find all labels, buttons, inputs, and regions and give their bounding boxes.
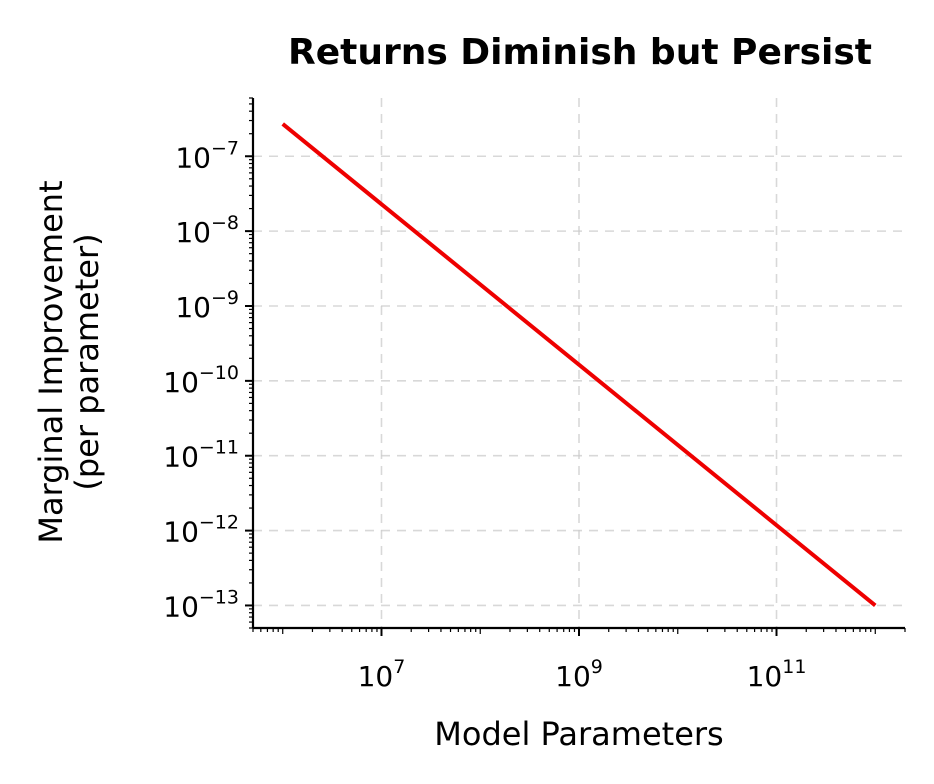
ticks-layer: 107 109 1011 10−7 10−8 10−9 10−10 10−11 10−12 10−… [163, 97, 906, 693]
x-axis-label: Model Parameters [434, 715, 723, 753]
x-tick-label-2: 1011 [747, 656, 807, 693]
chart-title: Returns Diminish but Persist [288, 32, 872, 73]
x-tick-label-0: 107 [358, 656, 406, 693]
y-axis-label-line-2: (per parameter) [68, 233, 106, 490]
y-tick-label-1: 10−8 [175, 212, 239, 249]
series-layer [281, 122, 877, 608]
y-tick-label-6: 10−13 [163, 586, 239, 623]
y-tick-label-0: 10−7 [175, 137, 239, 174]
y-tick-label-4: 10−11 [163, 437, 239, 474]
y-tick-label-3: 10−10 [163, 362, 239, 399]
y-axis-label: Marginal Improvement (per parameter) [32, 180, 106, 543]
y-axis-label-line-1: Marginal Improvement [32, 180, 70, 543]
y-tick-label-2: 10−9 [175, 287, 239, 324]
series-line-0 [281, 122, 877, 608]
y-tick-label-5: 10−12 [163, 512, 239, 549]
x-tick-label-1: 109 [555, 656, 603, 693]
